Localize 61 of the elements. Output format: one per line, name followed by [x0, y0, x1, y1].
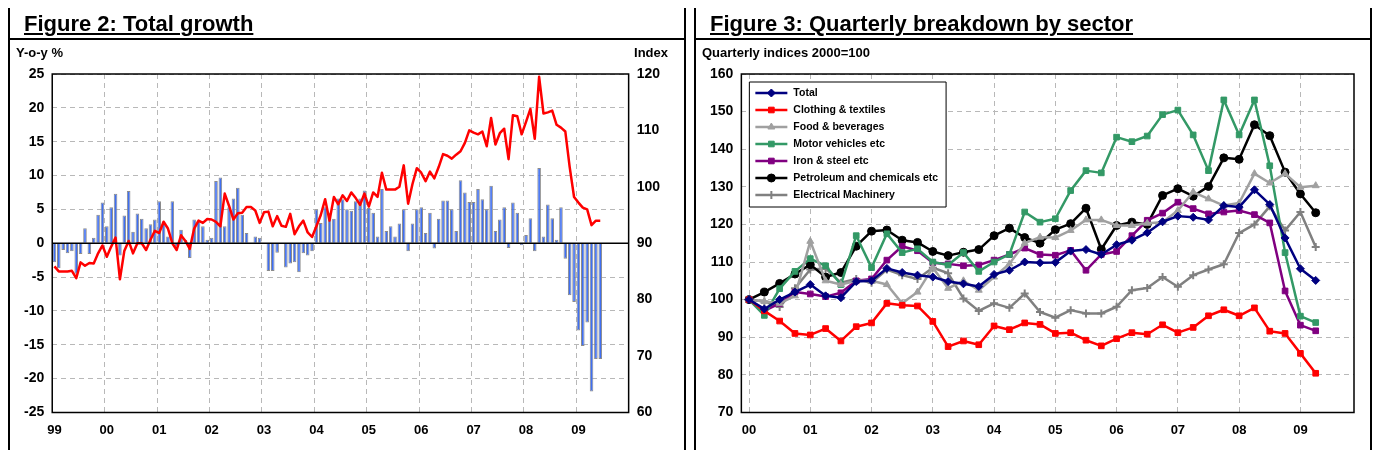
x-tick-label: 05: [361, 421, 377, 437]
y-tick-label: 10: [28, 166, 45, 183]
x-tick-label: 06: [413, 421, 429, 437]
x-tick-label: 04: [986, 421, 1003, 437]
y-tick-label: 90: [717, 328, 734, 345]
legend-label: Motor vehicles etc: [793, 136, 886, 149]
y-tick-label: -15: [24, 335, 45, 352]
y-tick-label: 100: [710, 290, 734, 307]
legend-label: Electrical Machinery: [793, 187, 896, 200]
x-tick-label: 02: [204, 421, 219, 437]
x-tick-label: 99: [47, 421, 62, 437]
y-tick-label: -20: [24, 369, 45, 386]
y2-tick-label: 110: [636, 121, 660, 138]
y-tick-label: 150: [710, 102, 734, 119]
x-tick-label: 08: [1231, 421, 1247, 437]
x-tick-label: 02: [864, 421, 879, 437]
x-tick-label: 03: [925, 421, 941, 437]
legend-label: Petroleum and chemicals etc: [793, 170, 939, 183]
x-tick-label: 00: [99, 421, 115, 437]
x-tick-label: 05: [1048, 421, 1063, 437]
y-tick-label: 25: [28, 64, 45, 81]
y-tick-label: 15: [28, 132, 45, 149]
y-tick-label: 140: [710, 140, 734, 157]
x-tick-label: 09: [1293, 421, 1308, 437]
y-tick-label: 5: [36, 200, 45, 217]
x-tick-label: 07: [1170, 421, 1186, 437]
y2-tick-label: 60: [636, 403, 653, 420]
y-tick-label: -5: [31, 267, 45, 284]
y-tick-label: 160: [710, 64, 734, 81]
legend-label: Clothing & textiles: [793, 102, 886, 115]
x-tick-label: 07: [466, 421, 481, 437]
y-tick-label: 120: [710, 215, 734, 232]
legend-label: Iron & steel etc: [793, 153, 869, 166]
y-tick-label: 130: [710, 177, 734, 194]
y2-tick-label: 70: [636, 346, 653, 363]
y-tick-label: -10: [24, 301, 45, 318]
y-tick-label: 110: [710, 252, 734, 269]
x-tick-label: 06: [1109, 421, 1124, 437]
y-tick-label: 80: [717, 365, 734, 382]
y-axis-title: Quarterly indices 2000=100: [702, 45, 871, 61]
y-tick-label: 20: [28, 98, 45, 115]
y2-axis-title: Index: [634, 45, 669, 61]
y-tick-label: 0: [36, 234, 45, 251]
legend-label: Total: [793, 85, 818, 98]
x-tick-label: 01: [151, 421, 167, 437]
y-axis-title: Y-o-y %: [16, 45, 64, 61]
x-tick-label: 03: [256, 421, 272, 437]
x-tick-label: 04: [309, 421, 325, 437]
x-tick-label: 00: [741, 421, 757, 437]
y-tick-label: 70: [717, 403, 734, 420]
legend-label: Food & beverages: [793, 119, 885, 132]
x-tick-label: 09: [571, 421, 586, 437]
y-tick-label: -25: [24, 403, 45, 420]
chart-title: Figure 2: Total growth: [10, 8, 684, 40]
y2-tick-label: 80: [636, 290, 653, 307]
y2-tick-label: 90: [636, 234, 653, 251]
x-tick-label: 08: [518, 421, 534, 437]
x-tick-label: 01: [803, 421, 818, 437]
y2-tick-label: 120: [636, 64, 661, 81]
chart-title: Figure 3: Quarterly breakdown by sector: [696, 8, 1370, 40]
y2-tick-label: 100: [636, 177, 661, 194]
